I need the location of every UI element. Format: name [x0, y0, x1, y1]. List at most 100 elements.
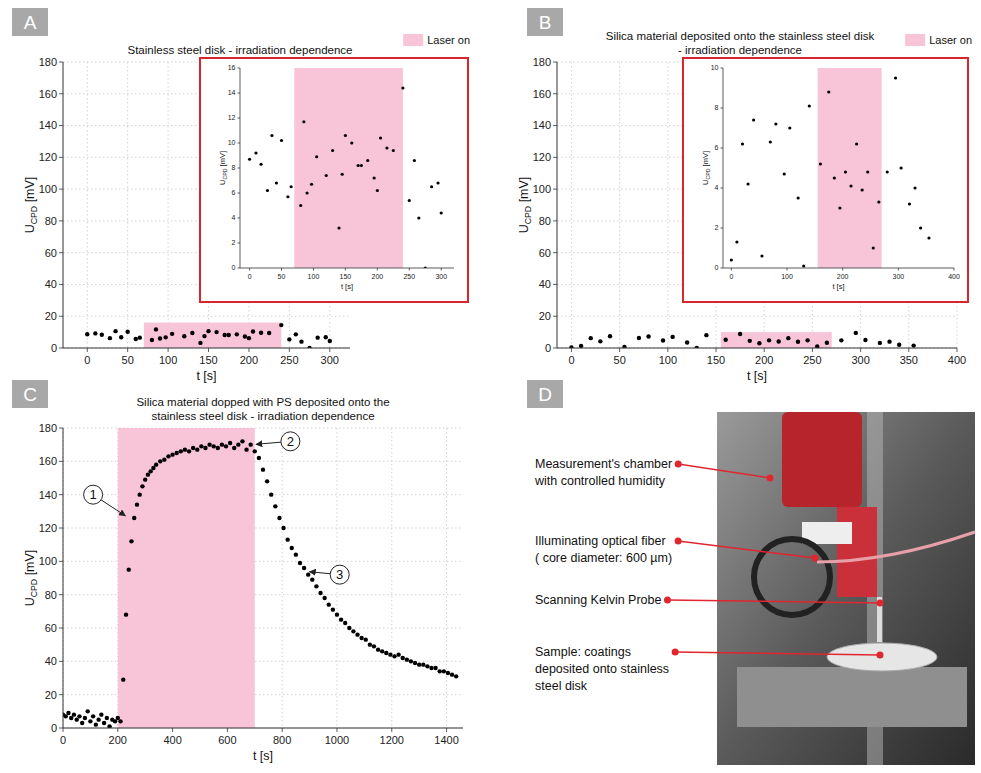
- y-axis-title-sub: CPD: [523, 206, 533, 224]
- x-tick: [446, 728, 447, 732]
- photo-disk: [827, 643, 937, 671]
- y-tick-label: 80: [539, 215, 551, 227]
- data-point: [195, 447, 199, 451]
- x-tick: [667, 348, 668, 352]
- y-tick: [59, 561, 63, 562]
- y-axis-title-sub: CPD: [29, 206, 39, 224]
- data-point: [341, 173, 344, 176]
- x-tick-label: 1000: [325, 734, 349, 746]
- data-point: [357, 164, 360, 167]
- data-point: [187, 449, 191, 453]
- y-axis-title-part: [mV]: [218, 151, 227, 169]
- data-point: [94, 722, 98, 726]
- panel-letter: C: [23, 384, 37, 405]
- y-tick-label: 12: [228, 114, 236, 121]
- y-tick-label: 2: [232, 239, 236, 246]
- data-point: [243, 334, 247, 338]
- y-tick-label: 100: [39, 183, 57, 195]
- data-point: [248, 442, 252, 446]
- data-point: [273, 504, 277, 508]
- y-tick-label: 16: [228, 64, 236, 71]
- data-point: [723, 338, 727, 342]
- data-point: [897, 343, 901, 347]
- data-point: [310, 577, 314, 581]
- y-axis-title-sub: CPD: [705, 168, 711, 179]
- laser-region: [294, 68, 403, 268]
- y-tick-label: 40: [539, 278, 551, 290]
- y-axis-title-part: U: [23, 224, 37, 233]
- data-point: [203, 446, 207, 450]
- data-point: [877, 200, 880, 203]
- data-point: [322, 596, 326, 600]
- data-point: [85, 332, 89, 336]
- data-point: [277, 516, 281, 520]
- data-point: [360, 164, 363, 167]
- y-tick-label: 60: [45, 247, 57, 259]
- data-point: [887, 339, 891, 343]
- data-point: [815, 344, 819, 348]
- data-point: [855, 142, 858, 145]
- data-point: [88, 719, 92, 723]
- x-tick-label: 0: [568, 354, 574, 366]
- y-tick-label: 160: [39, 455, 57, 467]
- data-point: [119, 335, 123, 339]
- data-point: [281, 526, 285, 530]
- data-point: [214, 330, 218, 334]
- x-tick: [345, 268, 346, 271]
- data-point: [388, 652, 392, 656]
- data-point: [433, 666, 437, 670]
- laser-region: [818, 68, 882, 268]
- photo-label: ( core diameter: 600 µm): [535, 551, 672, 565]
- data-point: [335, 612, 339, 616]
- annotation-arrow: [256, 442, 281, 444]
- y-tick: [59, 220, 63, 221]
- x-tick-label: 100: [781, 273, 793, 280]
- y-tick: [238, 93, 241, 94]
- x-tick-label: 0: [248, 273, 252, 280]
- data-point: [85, 709, 89, 713]
- data-point: [166, 454, 170, 458]
- data-point: [421, 662, 425, 666]
- panel-letter: A: [24, 12, 37, 33]
- data-point: [854, 331, 858, 335]
- data-point: [808, 104, 811, 107]
- data-point: [99, 712, 103, 716]
- title-line: Stainless steel disk - irradiation depen…: [127, 44, 352, 56]
- x-tick: [764, 348, 765, 352]
- label-leader: [678, 464, 770, 478]
- y-tick: [59, 628, 63, 629]
- data-point: [438, 669, 442, 673]
- y-tick: [59, 62, 63, 63]
- data-point: [927, 236, 930, 239]
- grid-line: [619, 62, 620, 348]
- data-point: [408, 199, 411, 202]
- x-tick: [117, 728, 118, 732]
- data-point: [646, 334, 650, 338]
- y-tick-label: 40: [45, 278, 57, 290]
- data-point: [783, 172, 786, 175]
- data-point: [372, 644, 376, 648]
- y-tick-label: 40: [45, 655, 57, 667]
- data-point: [579, 344, 583, 348]
- y-tick: [59, 494, 63, 495]
- data-point: [318, 591, 322, 595]
- data-point: [796, 340, 800, 344]
- photo-label: with controlled humidity: [534, 474, 666, 488]
- y-tick: [238, 268, 241, 269]
- x-tick-label: 300: [435, 273, 447, 280]
- data-point: [776, 339, 780, 343]
- data-point: [265, 479, 269, 483]
- x-tick: [619, 348, 620, 352]
- x-tick: [248, 348, 249, 352]
- data-point: [290, 546, 294, 550]
- data-point: [91, 714, 95, 718]
- data-point: [251, 329, 255, 333]
- y-tick: [553, 348, 557, 349]
- data-point: [183, 447, 187, 451]
- x-tick-label: 300: [892, 273, 904, 280]
- x-tick: [313, 268, 314, 271]
- grid-line: [63, 728, 463, 729]
- data-point: [355, 632, 359, 636]
- data-point: [849, 184, 852, 187]
- x-tick: [172, 728, 173, 732]
